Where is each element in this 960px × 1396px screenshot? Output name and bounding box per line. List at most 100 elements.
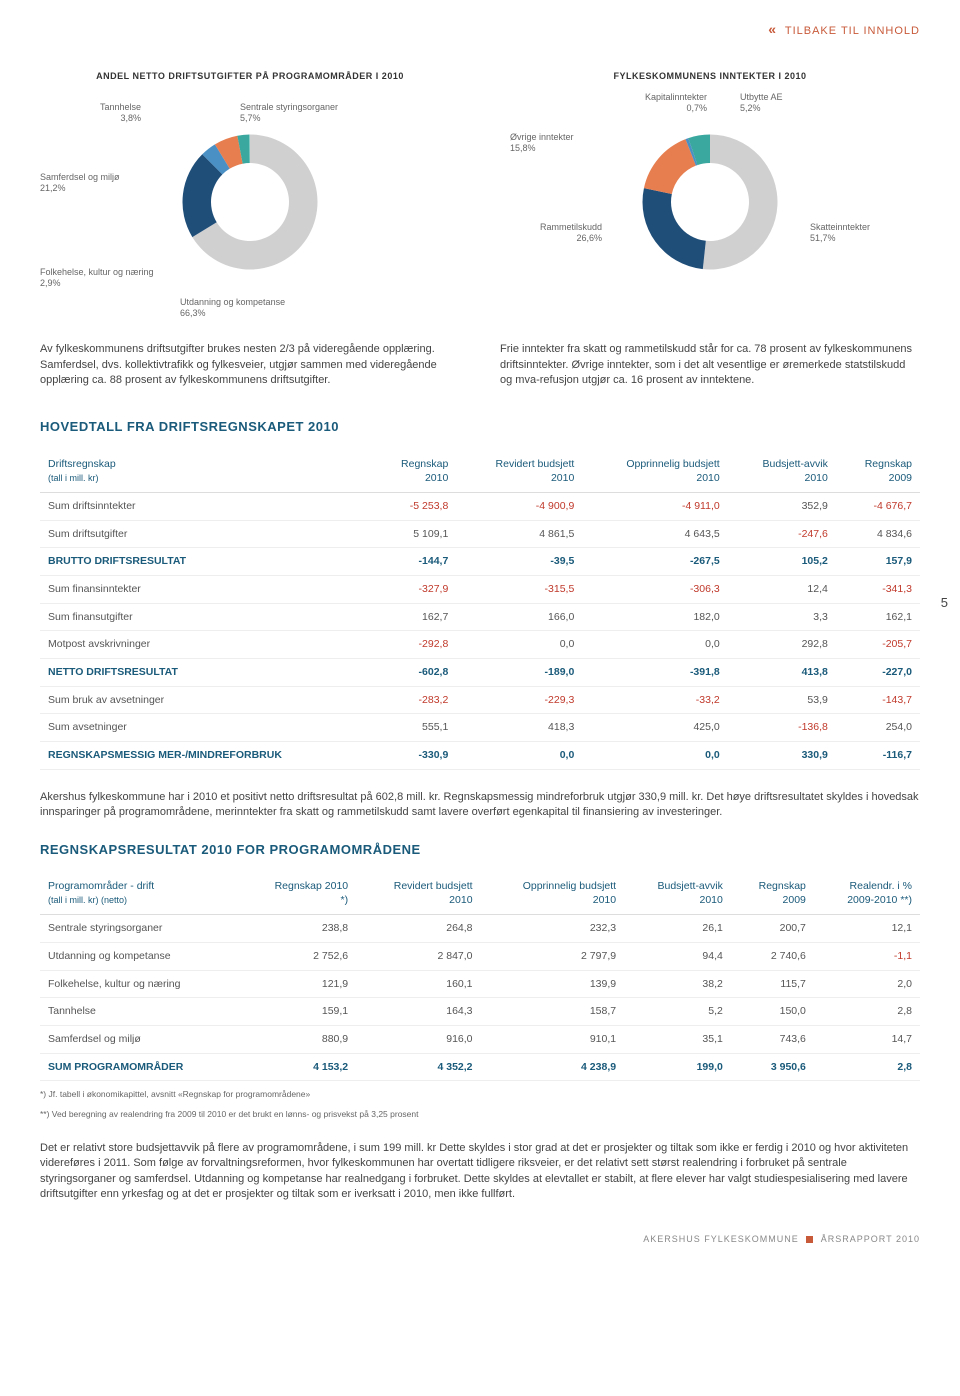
table-cell: 352,9 [728, 492, 836, 520]
table-cell: -136,8 [728, 714, 836, 742]
table-cell: 0,0 [582, 742, 727, 770]
chart-right: FYLKESKOMMUNENS INNTEKTER I 2010 Kapital… [500, 70, 920, 313]
table-cell: -4 911,0 [582, 492, 727, 520]
table-cell: 910,1 [481, 1025, 625, 1053]
table-row-label: BRUTTO DRIFTSRESULTAT [40, 548, 372, 576]
table-cell: 4 153,2 [239, 1053, 357, 1081]
table-row-label: Sentrale styringsorganer [40, 915, 239, 943]
table-programomrader: Programområder - drift(tall i mill. kr) … [40, 873, 920, 1082]
charts-row: ANDEL NETTO DRIFTSUTGIFTER PÅ PROGRAMOMR… [40, 70, 920, 313]
table-cell: 3 950,6 [731, 1053, 814, 1081]
table-row: Sum finansutgifter162,7166,0182,03,3162,… [40, 603, 920, 631]
table-row: Folkehelse, kultur og næring121,9160,113… [40, 970, 920, 998]
table-cell: 26,1 [624, 915, 731, 943]
table-cell: 115,7 [731, 970, 814, 998]
table-header: Regnskap 2010*) [239, 873, 357, 915]
table-row: Samferdsel og miljø880,9916,0910,135,174… [40, 1025, 920, 1053]
table-row-label: Sum avsetninger [40, 714, 372, 742]
chart-label: Folkehelse, kultur og næring2,9% [40, 267, 154, 289]
table-cell: 3,3 [728, 603, 836, 631]
table-row: REGNSKAPSMESSIG MER-/MINDREFORBRUK-330,9… [40, 742, 920, 770]
table-cell: -39,5 [456, 548, 582, 576]
chart-label: Øvrige inntekter15,8% [510, 132, 574, 154]
table-header: Opprinnelig budsjett2010 [481, 873, 625, 915]
chart-label: Skatteinntekter51,7% [810, 222, 870, 244]
back-to-contents-link[interactable]: « TILBAKE TIL INNHOLD [40, 20, 920, 40]
table-cell: -5 253,8 [372, 492, 456, 520]
para-left: Av fylkeskommunens driftsutgifter brukes… [40, 342, 460, 388]
table-row: Sum bruk av avsetninger-283,2-229,3-33,2… [40, 686, 920, 714]
table-cell: 158,7 [481, 998, 625, 1026]
table-cell: -116,7 [836, 742, 920, 770]
table-row: Sum finansinntekter-327,9-315,5-306,312,… [40, 575, 920, 603]
table-cell: 2,0 [814, 970, 920, 998]
table-cell: -189,0 [456, 659, 582, 687]
table-cell: -267,5 [582, 548, 727, 576]
table-header: Regnskap2009 [836, 451, 920, 493]
table-cell: 166,0 [456, 603, 582, 631]
table-cell: 4 352,2 [356, 1053, 480, 1081]
table-header: Revidert budsjett2010 [356, 873, 480, 915]
table-cell: 0,0 [456, 631, 582, 659]
table-cell: -602,8 [372, 659, 456, 687]
table-cell: -247,6 [728, 520, 836, 548]
table-cell: 4 861,5 [456, 520, 582, 548]
table-row-label: Tannhelse [40, 998, 239, 1026]
table-cell: 2,8 [814, 1053, 920, 1081]
table-row: BRUTTO DRIFTSRESULTAT-144,7-39,5-267,510… [40, 548, 920, 576]
table-cell: 199,0 [624, 1053, 731, 1081]
table1-section: HOVEDTALL FRA DRIFTSREGNSKAPET 2010 Drif… [40, 418, 920, 769]
table-row-label: Sum finansinntekter [40, 575, 372, 603]
donut-slice [643, 188, 706, 269]
donut-chart-1 [175, 127, 325, 277]
table-cell: -229,3 [456, 686, 582, 714]
table-cell: 425,0 [582, 714, 727, 742]
table2-heading: REGNSKAPSRESULTAT 2010 FOR PROGRAMOMRÅDE… [40, 841, 920, 859]
table-cell: 413,8 [728, 659, 836, 687]
table-row: Sentrale styringsorganer238,8264,8232,32… [40, 915, 920, 943]
table-cell: 12,4 [728, 575, 836, 603]
table-row: SUM PROGRAMOMRÅDER4 153,24 352,24 238,91… [40, 1053, 920, 1081]
table-row-label: NETTO DRIFTSRESULTAT [40, 659, 372, 687]
table-cell: 0,0 [582, 631, 727, 659]
table-cell: 5,2 [624, 998, 731, 1026]
table-cell: -341,3 [836, 575, 920, 603]
table-cell: -227,0 [836, 659, 920, 687]
table-cell: -306,3 [582, 575, 727, 603]
page-number: 5 [941, 594, 948, 612]
chart-left: ANDEL NETTO DRIFTSUTGIFTER PÅ PROGRAMOMR… [40, 70, 460, 313]
table-row-label: Utdanning og kompetanse [40, 942, 239, 970]
table-row-label: Folkehelse, kultur og næring [40, 970, 239, 998]
table-cell: -205,7 [836, 631, 920, 659]
table-cell: 164,3 [356, 998, 480, 1026]
table-cell: 4 238,9 [481, 1053, 625, 1081]
table-row: Tannhelse159,1164,3158,75,2150,02,8 [40, 998, 920, 1026]
table-row-label: SUM PROGRAMOMRÅDER [40, 1053, 239, 1081]
para-bottom: Det er relativt store budsjettavvik på f… [40, 1141, 920, 1203]
chart-label: Samferdsel og miljø21,2% [40, 172, 120, 194]
table-cell: 159,1 [239, 998, 357, 1026]
footer-org: AKERSHUS FYLKESKOMMUNE [643, 1234, 799, 1244]
intro-paragraphs: Av fylkeskommunens driftsutgifter brukes… [40, 342, 920, 388]
table-row: Sum avsetninger555,1418,3425,0-136,8254,… [40, 714, 920, 742]
chevron-left-icon: « [768, 21, 777, 37]
table-cell: 12,1 [814, 915, 920, 943]
table-header: Budsjett-avvik2010 [624, 873, 731, 915]
table-row: Sum driftsutgifter5 109,14 861,54 643,5-… [40, 520, 920, 548]
back-link-text: TILBAKE TIL INNHOLD [785, 25, 920, 37]
table-cell: 160,1 [356, 970, 480, 998]
table-row-label: Motpost avskrivninger [40, 631, 372, 659]
table-cell: -330,9 [372, 742, 456, 770]
table-header: Regnskap2010 [372, 451, 456, 493]
chart-label: Rammetilskudd26,6% [540, 222, 602, 244]
chart-label: Kapitalinntekter0,7% [645, 92, 707, 114]
table-header-label: Programområder - drift(tall i mill. kr) … [40, 873, 239, 915]
table-cell: -4 676,7 [836, 492, 920, 520]
table-cell: 105,2 [728, 548, 836, 576]
table-cell: 254,0 [836, 714, 920, 742]
table-hovedtall: Driftsregnskap(tall i mill. kr)Regnskap2… [40, 451, 920, 770]
table-cell: 264,8 [356, 915, 480, 943]
table2-section: REGNSKAPSRESULTAT 2010 FOR PROGRAMOMRÅDE… [40, 841, 920, 1082]
table-cell: -391,8 [582, 659, 727, 687]
table-cell: 121,9 [239, 970, 357, 998]
